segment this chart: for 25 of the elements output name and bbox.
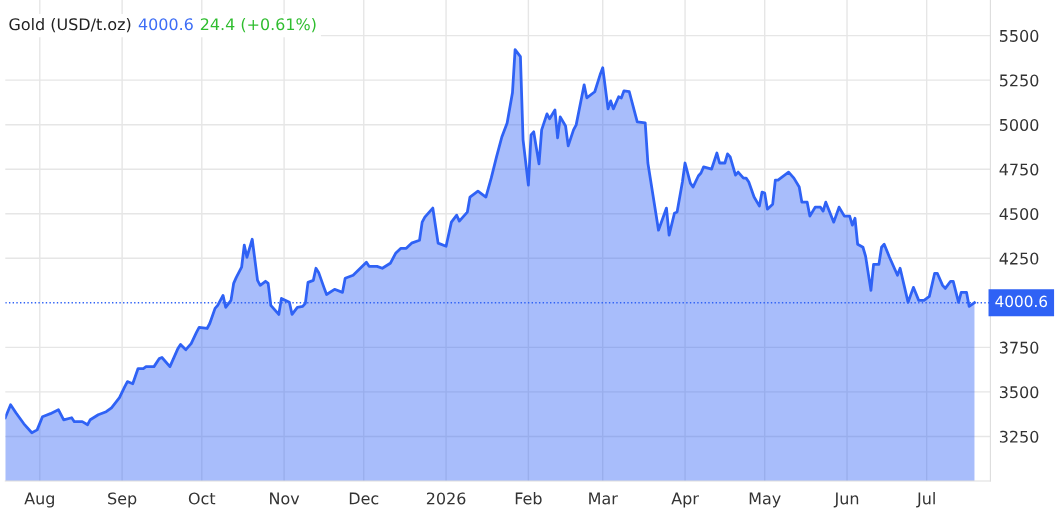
y-tick-label: 4250 (999, 252, 1039, 265)
x-tick-label: Aug (24, 492, 54, 508)
x-tick-label: Jul (916, 492, 935, 508)
y-tick-label: 3250 (999, 430, 1039, 443)
x-tick-label: May (749, 492, 781, 508)
x-tick-label: 2026 (426, 492, 466, 505)
y-tick-label: 5250 (999, 74, 1039, 87)
annotation: 24.4 (+0.61%) (200, 17, 316, 33)
y-tick-label: 4750 (999, 163, 1039, 176)
x-tick-label: Jun (833, 492, 859, 508)
ref-line-label: 4000.6 (995, 295, 1048, 308)
x-tick-label: Apr (671, 492, 699, 508)
text: Gold (USD/t.oz) (9, 17, 131, 33)
y-tick-label: 3500 (999, 386, 1039, 399)
y-tick-label: 5000 (999, 118, 1039, 131)
x-tick-label: Dec (349, 492, 379, 505)
y-tick-label: 3750 (999, 341, 1039, 354)
x-tick-label: Mar (589, 492, 618, 505)
y-tick-label: 4500 (999, 207, 1039, 221)
y-tick-label: 5500 (999, 29, 1039, 42)
x-tick-label: Feb (515, 492, 542, 505)
x-tick-label: Sep (108, 492, 137, 508)
x-tick-label: Oct (188, 492, 216, 505)
annotation: 4000.6 (138, 18, 193, 31)
x-tick-label: Nov (270, 492, 300, 505)
